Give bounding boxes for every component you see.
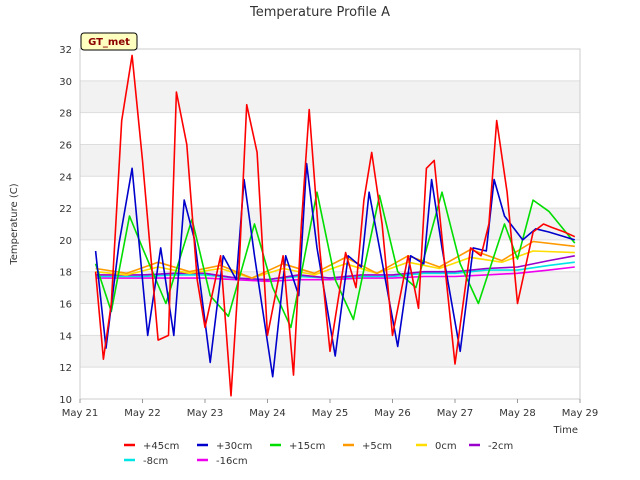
y-tick-label: 32 bbox=[59, 45, 72, 56]
series-line-+5cm bbox=[95, 240, 575, 279]
band bbox=[80, 112, 580, 145]
series-lines bbox=[94, 54, 576, 397]
band bbox=[80, 144, 580, 177]
y-tick-label: 10 bbox=[59, 395, 72, 406]
series-line-+15cm bbox=[94, 191, 576, 329]
y-axis-ticks: 10 12 14 16 18 20 22 24 26 28 30 32 bbox=[59, 45, 72, 406]
band bbox=[80, 367, 580, 399]
y-tick-label: 30 bbox=[59, 77, 72, 88]
band bbox=[80, 80, 580, 113]
x-tick-label: May 26 bbox=[374, 408, 411, 419]
x-tick-label: May 22 bbox=[124, 408, 161, 419]
x-tick-label: May 28 bbox=[499, 408, 536, 419]
y-tick-label: 26 bbox=[59, 140, 72, 151]
y-tick-label: 24 bbox=[59, 172, 72, 183]
legend-label: -16cm bbox=[216, 456, 248, 467]
legend-label: 0cm bbox=[435, 441, 457, 452]
band bbox=[80, 303, 580, 336]
series-line-+30cm bbox=[94, 162, 576, 378]
y-axis-label: Temperature (C) bbox=[9, 183, 20, 265]
series-line-+45cm bbox=[94, 54, 576, 397]
x-axis-ticks: May 21 May 22 May 23 May 24 May 25 May 26 May … bbox=[62, 399, 599, 419]
y-tick-label: 14 bbox=[59, 331, 72, 342]
legend-label: -2cm bbox=[488, 441, 513, 452]
x-tick-label: May 29 bbox=[562, 408, 599, 419]
y-tick-label: 16 bbox=[59, 300, 72, 311]
y-tick-label: 22 bbox=[59, 204, 72, 215]
badge-label: GT_met bbox=[88, 37, 130, 48]
series-line-0cm bbox=[95, 250, 575, 279]
band bbox=[80, 176, 580, 209]
legend-label: -8cm bbox=[143, 456, 168, 467]
legend-label: +45cm bbox=[143, 441, 179, 452]
x-tick-label: May 25 bbox=[312, 408, 349, 419]
y-tick-label: 12 bbox=[59, 363, 72, 374]
band bbox=[80, 208, 580, 240]
x-tick-label: May 21 bbox=[62, 408, 99, 419]
band bbox=[80, 49, 580, 81]
chart-title: Temperature Profile A bbox=[249, 5, 390, 20]
x-tick-label: May 27 bbox=[437, 408, 474, 419]
legend-label: +15cm bbox=[289, 441, 325, 452]
x-axis-label: Time bbox=[553, 425, 578, 436]
y-tick-label: 18 bbox=[59, 268, 72, 279]
y-tick-label: 20 bbox=[59, 236, 72, 247]
x-tick-label: May 24 bbox=[249, 408, 286, 419]
y-tick-label: 28 bbox=[59, 109, 72, 120]
x-tick-label: May 23 bbox=[187, 408, 224, 419]
legend-label: +5cm bbox=[362, 441, 392, 452]
legend: +45cm +30cm +15cm +5cm 0cm -2cm -8cm -16cm bbox=[124, 441, 513, 467]
legend-label: +30cm bbox=[216, 441, 252, 452]
gt-met-badge: GT_met bbox=[80, 32, 138, 51]
